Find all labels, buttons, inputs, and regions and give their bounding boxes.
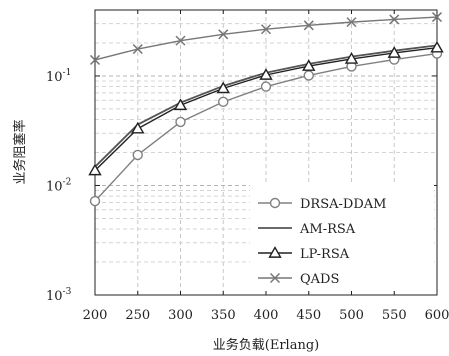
triangle-marker bbox=[259, 68, 273, 80]
y-axis-label: 业务阻塞率 bbox=[12, 119, 28, 184]
x-tick-label: 300 bbox=[168, 308, 193, 323]
legend: DRSA-DDAM AM-RSA LP-RSA QADS bbox=[250, 185, 434, 291]
circle-marker bbox=[260, 81, 272, 92]
x-marker bbox=[269, 272, 281, 284]
series-lines bbox=[88, 12, 444, 207]
y-tick-label: 10-2 bbox=[46, 177, 71, 194]
legend-entry: AM-RSA bbox=[258, 222, 356, 237]
triangle-marker bbox=[430, 40, 444, 53]
circle-marker bbox=[175, 116, 186, 128]
x-marker bbox=[175, 35, 186, 46]
x-marker bbox=[260, 24, 272, 35]
circle-marker bbox=[218, 96, 229, 108]
y-tick-label: 10-3 bbox=[46, 287, 72, 304]
legend-entry: LP-RSA bbox=[258, 246, 350, 262]
x-tick-label: 250 bbox=[125, 308, 150, 323]
triangle-marker bbox=[88, 163, 102, 176]
triangle-marker bbox=[173, 98, 188, 111]
legend-items: DRSA-DDAM AM-RSA LP-RSA QADS bbox=[258, 197, 386, 287]
circle-marker bbox=[269, 197, 281, 209]
triangle-marker bbox=[302, 59, 316, 71]
triangle-marker bbox=[344, 52, 359, 64]
circle-marker bbox=[303, 70, 314, 81]
x-marker bbox=[431, 12, 443, 23]
x-marker bbox=[218, 29, 229, 40]
x-tick-label: 200 bbox=[83, 308, 108, 323]
triangle-marker bbox=[131, 121, 145, 134]
triangle-marker bbox=[387, 46, 401, 58]
series-qads bbox=[89, 12, 443, 65]
circle-marker bbox=[132, 149, 143, 161]
triangle-marker bbox=[216, 81, 230, 94]
legend-label: QADS bbox=[300, 272, 339, 287]
y-tick-label: 10-1 bbox=[46, 68, 71, 85]
x-tick-label: 400 bbox=[254, 308, 279, 323]
triangle-marker bbox=[268, 246, 282, 258]
legend-label: LP-RSA bbox=[300, 247, 350, 262]
x-marker bbox=[346, 17, 357, 28]
legend-entry: QADS bbox=[258, 272, 339, 287]
legend-entry: DRSA-DDAM bbox=[258, 197, 386, 212]
x-marker bbox=[89, 54, 101, 65]
x-axis-label: 业务负载(Erlang) bbox=[213, 337, 319, 353]
x-tick-label: 350 bbox=[211, 308, 236, 323]
x-marker bbox=[132, 44, 143, 55]
y-axis-ticks: 10-3 10-2 10-1 bbox=[46, 68, 437, 304]
x-axis-ticks: 200 250 300 350 400 450 500 550 600 bbox=[83, 10, 449, 323]
legend-label: DRSA-DDAM bbox=[300, 197, 386, 212]
x-tick-label: 450 bbox=[296, 308, 321, 323]
series-lp-rsa bbox=[88, 40, 444, 176]
x-tick-label: 600 bbox=[425, 308, 449, 323]
x-marker bbox=[303, 20, 314, 31]
x-tick-label: 500 bbox=[339, 308, 364, 323]
circle-marker bbox=[89, 195, 101, 207]
x-tick-label: 550 bbox=[382, 308, 407, 323]
legend-label: AM-RSA bbox=[299, 222, 356, 237]
x-marker bbox=[389, 14, 400, 25]
